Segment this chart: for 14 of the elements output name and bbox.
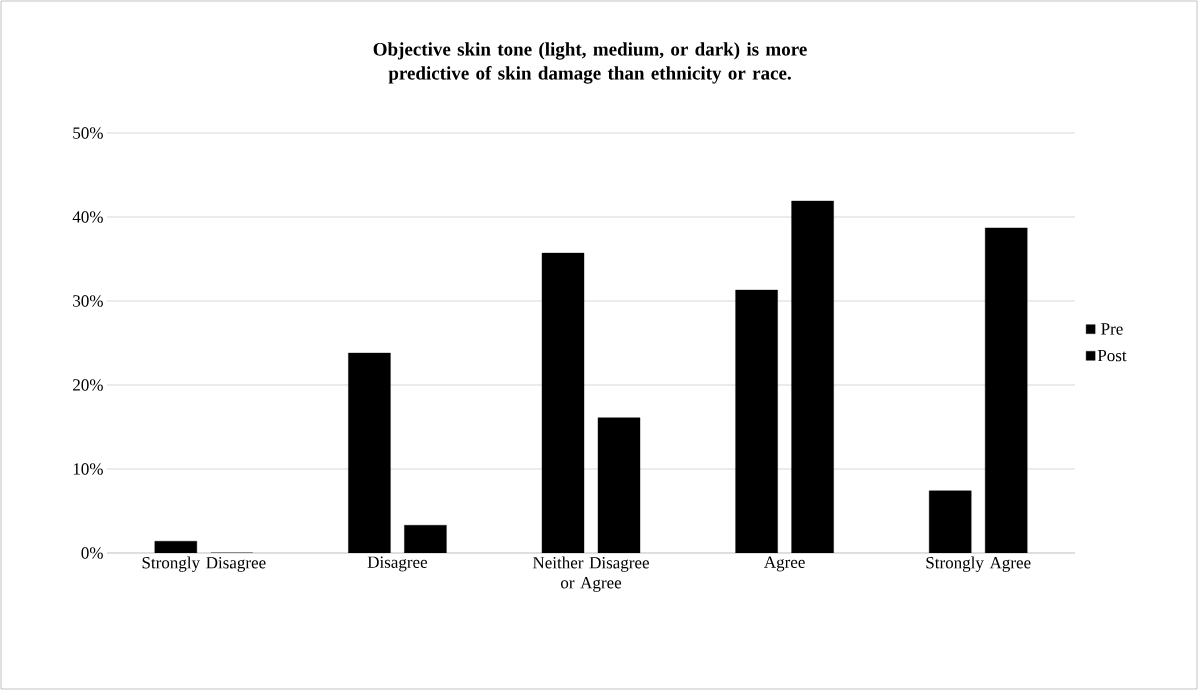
- y-tick-label: 50%: [73, 127, 103, 139]
- y-tick-label: 10%: [73, 463, 103, 475]
- x-tick-label: Strongly Agree: [926, 556, 1031, 572]
- y-tick-label: 30%: [73, 295, 103, 307]
- x-tick-label: Strongly Disagree: [142, 556, 266, 572]
- y-tick-label: 40%: [72, 211, 103, 223]
- x-tick-label: Agree: [764, 556, 805, 572]
- x-tick-label: Disagree: [367, 556, 428, 572]
- y-tick-label: 0%: [81, 547, 103, 559]
- legend-label: Post: [1097, 349, 1127, 362]
- chart-title: Objective skin tone (light, medium, or dark) is more predictive of skin damage than ethnicity or race.: [373, 42, 807, 84]
- y-tick-label: 20%: [73, 379, 103, 391]
- legend-label: Pre: [1101, 323, 1123, 335]
- x-tick-label: Neither Disagree or Agree: [532, 556, 649, 592]
